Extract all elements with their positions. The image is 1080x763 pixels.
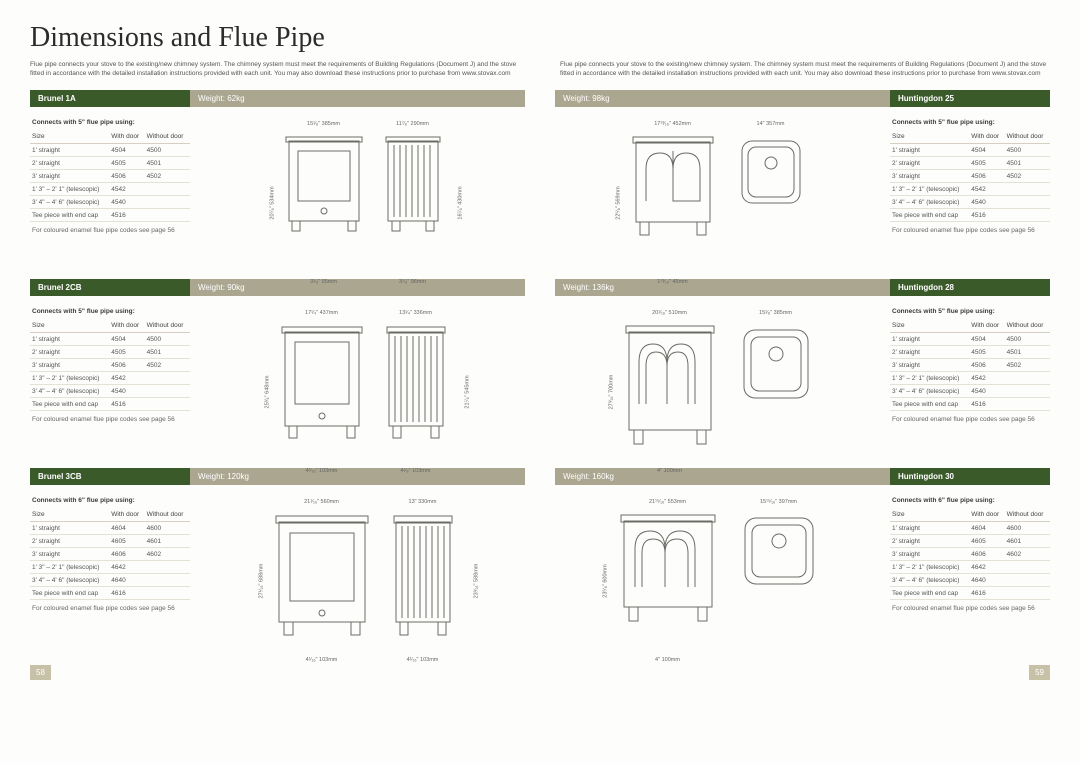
table-row: 1' 3" – 2' 1" (telescopic)4642 [890, 561, 1050, 574]
table-row: 3' straight46064602 [890, 548, 1050, 561]
diagram-huntingdon25: 17¹³⁄₁₆" 452mm 22⁵⁄₈" 569mm 1¹³⁄₁₆" 45mm… [555, 113, 880, 273]
header-huntingdon25: Huntingdon 25 Weight: 98kg [555, 90, 1050, 107]
page-number-left: 58 [30, 665, 51, 680]
page-left: Brunel 1A Weight: 62kg Connects with 5" … [30, 90, 525, 680]
stove-front-icon [622, 322, 718, 446]
stove-front-icon [284, 133, 364, 233]
table-row: 2' straight45054501 [30, 346, 190, 359]
header-brunel1a: Brunel 1A Weight: 62kg [30, 90, 525, 107]
page-number-right: 59 [1029, 665, 1050, 680]
table-row: 2' straight45054501 [890, 346, 1050, 359]
table-row: 3' 4" – 4' 6" (telescopic)4640 [30, 574, 190, 587]
table-row: 3' straight45064502 [30, 359, 190, 372]
table-row: 1' straight45044500 [30, 144, 190, 157]
model-weight: Weight: 62kg [190, 90, 525, 107]
connects-label: Connects with 5" flue pipe using: [30, 113, 190, 130]
section-brunel2cb: Connects with 5" flue pipe using: SizeWi… [30, 302, 525, 462]
table-row: 1' 3" – 2' 1" (telescopic)4542 [890, 183, 1050, 196]
diagram-huntingdon28: 20¹⁄₁₆" 510mm 27³⁄₁₆" 700mm 4" 100mm 15¹… [555, 302, 880, 462]
table-row: Tee piece with end cap4516 [890, 398, 1050, 411]
table-row: 3' 4" – 4' 6" (telescopic)4640 [890, 574, 1050, 587]
header-brunel2cb: Brunel 2CB Weight: 90kg [30, 279, 525, 296]
table-row: 1' straight45044500 [890, 333, 1050, 346]
table-row: 2' straight46054601 [30, 535, 190, 548]
stove-side-icon [384, 133, 442, 233]
table-row: 1' straight46044600 [30, 522, 190, 535]
stove-top-icon [736, 133, 806, 213]
footer-note: For coloured enamel flue pipe codes see … [30, 222, 190, 237]
diagram-huntingdon30: 21¹⁵⁄₁₆" 553mm 23⁵⁄₈" 600mm 4" 100mm 15¹… [555, 491, 880, 651]
model-name: Brunel 1A [30, 90, 190, 107]
section-huntingdon30: Connects with 6" flue pipe using: SizeWi… [555, 491, 1050, 651]
table-row: 1' straight45044500 [890, 144, 1050, 157]
stove-top-icon [738, 322, 814, 408]
page-title: Dimensions and Flue Pipe [30, 22, 1050, 54]
table-row: 3' 4" – 4' 6" (telescopic)4540 [890, 385, 1050, 398]
table-row: Tee piece with end cap4616 [30, 587, 190, 600]
table-row: 2' straight45054501 [30, 157, 190, 170]
table-row: 3' straight45064502 [890, 359, 1050, 372]
table-row: 3' straight45064502 [30, 170, 190, 183]
section-huntingdon25: Connects with 5" flue pipe using: SizeWi… [555, 113, 1050, 273]
table-row: 1' 3" – 2' 1" (telescopic)4642 [30, 561, 190, 574]
table-row: 3' straight46064602 [30, 548, 190, 561]
table-row: 1' straight45044500 [30, 333, 190, 346]
header-brunel3cb: Brunel 3CB Weight: 120kg [30, 468, 525, 485]
table-row: Tee piece with end cap4516 [30, 209, 190, 222]
stove-side-icon [392, 511, 454, 637]
table-row: 2' straight46054601 [890, 535, 1050, 548]
page-right: Huntingdon 25 Weight: 98kg Connects with… [555, 90, 1050, 680]
spread: Brunel 1A Weight: 62kg Connects with 5" … [30, 90, 1050, 680]
diagram-brunel3cb: 21¹⁄₁₆" 560mm 27¹⁄₁₆" 688mm 4¹⁄₁₆" 103mm… [200, 491, 525, 651]
diagram-brunel2cb: 17¹⁄₄" 437mm 25³⁄₈" 648mm 4¹⁄₁₆" 103mm 1… [200, 302, 525, 462]
intro-text-left: Flue pipe connects your stove to the exi… [30, 60, 520, 78]
table-row: Tee piece with end cap4616 [890, 587, 1050, 600]
stove-side-icon [385, 322, 447, 440]
stove-front-icon [630, 133, 716, 237]
section-huntingdon28: Connects with 5" flue pipe using: SizeWi… [555, 302, 1050, 462]
table-row: 3' 4" – 4' 6" (telescopic)4540 [890, 196, 1050, 209]
stove-top-icon [739, 511, 819, 593]
table-row: 2' straight45054501 [890, 157, 1050, 170]
table-row: 3' straight45064502 [890, 170, 1050, 183]
table-row: 1' straight46044600 [890, 522, 1050, 535]
spec-table: SizeWith doorWithout door 1' straight450… [30, 130, 190, 222]
header-huntingdon28: Huntingdon 28 Weight: 136kg [555, 279, 1050, 296]
table-row: Tee piece with end cap4516 [30, 398, 190, 411]
diagram-brunel1a: 15¹⁄₈" 385mm 20⁷⁄₈" 534mm 3¹⁄₈" 95mm 11⁷… [200, 113, 525, 273]
table-row: Tee piece with end cap4516 [890, 209, 1050, 222]
table-row: 3' 4" – 4' 6" (telescopic)4540 [30, 196, 190, 209]
header-huntingdon30: Huntingdon 30 Weight: 160kg [555, 468, 1050, 485]
table-row: 1' 3" – 2' 1" (telescopic)4542 [30, 183, 190, 196]
intro-text-right: Flue pipe connects your stove to the exi… [560, 60, 1050, 78]
table-row: 3' 4" – 4' 6" (telescopic)4540 [30, 385, 190, 398]
section-brunel3cb: Connects with 6" flue pipe using: SizeWi… [30, 491, 525, 651]
stove-front-icon [617, 511, 719, 623]
table-row: 1' 3" – 2' 1" (telescopic)4542 [890, 372, 1050, 385]
section-brunel1a: Connects with 5" flue pipe using: SizeWi… [30, 113, 525, 273]
table-row: 1' 3" – 2' 1" (telescopic)4542 [30, 372, 190, 385]
intro-row: Flue pipe connects your stove to the exi… [30, 60, 1050, 78]
stove-front-icon [272, 511, 372, 637]
stove-front-icon [279, 322, 365, 440]
